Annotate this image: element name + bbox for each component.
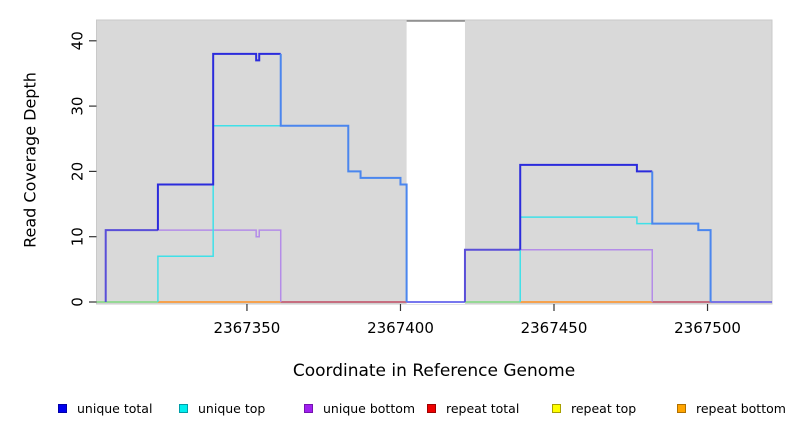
series-line-unique-total xyxy=(651,171,712,302)
legend-item-repeat-total: repeat total xyxy=(427,399,519,417)
legend-swatch xyxy=(677,403,686,413)
y-tick-label: 0 xyxy=(69,297,87,307)
legend-label: repeat total xyxy=(446,400,520,416)
legend-item-repeat-top: repeat top xyxy=(552,399,636,417)
legend-item-repeat-bottom: repeat bottom xyxy=(677,399,786,417)
y-axis-label: Read Coverage Depth xyxy=(20,72,40,248)
y-tick-label: 30 xyxy=(69,97,87,116)
x-tick-label: 2367400 xyxy=(367,319,434,337)
y-tick-label: 40 xyxy=(69,31,87,50)
x-axis-label: Coordinate in Reference Genome xyxy=(292,361,576,381)
series-line-unique-total xyxy=(519,163,653,250)
masked-region xyxy=(406,20,465,304)
legend-swatch xyxy=(304,403,313,413)
plot-area: 0 10 20 30 40 2367350 2367400 2367450 2367500 xyxy=(69,19,773,337)
legend-item-unique-top: unique top xyxy=(179,399,265,417)
legend: unique total unique top unique bottom repea… xyxy=(0,399,792,419)
legend-swatch xyxy=(179,403,188,413)
y-tick-label: 10 xyxy=(69,227,87,246)
legend-label: repeat bottom xyxy=(696,400,786,416)
legend-item-unique-total: unique total xyxy=(58,399,152,417)
series-line-unique-total xyxy=(463,248,521,302)
legend-swatch xyxy=(58,403,67,413)
series-line-unique-total xyxy=(104,229,158,302)
x-tick-label: 2367350 xyxy=(214,319,281,337)
y-tick-label: 20 xyxy=(69,162,87,181)
series-line-unique-total xyxy=(279,53,408,302)
legend-label: unique bottom xyxy=(323,400,416,416)
legend-swatch xyxy=(552,403,561,413)
series-line-unique-total xyxy=(156,52,281,231)
legend-label: unique top xyxy=(198,400,266,416)
x-tick-label: 2367450 xyxy=(521,319,588,337)
legend-item-unique-bottom: unique bottom xyxy=(304,399,415,417)
x-tick-label: 2367500 xyxy=(674,319,741,337)
legend-label: repeat top xyxy=(571,400,637,416)
legend-swatch xyxy=(427,403,436,413)
legend-label: unique total xyxy=(77,400,153,416)
